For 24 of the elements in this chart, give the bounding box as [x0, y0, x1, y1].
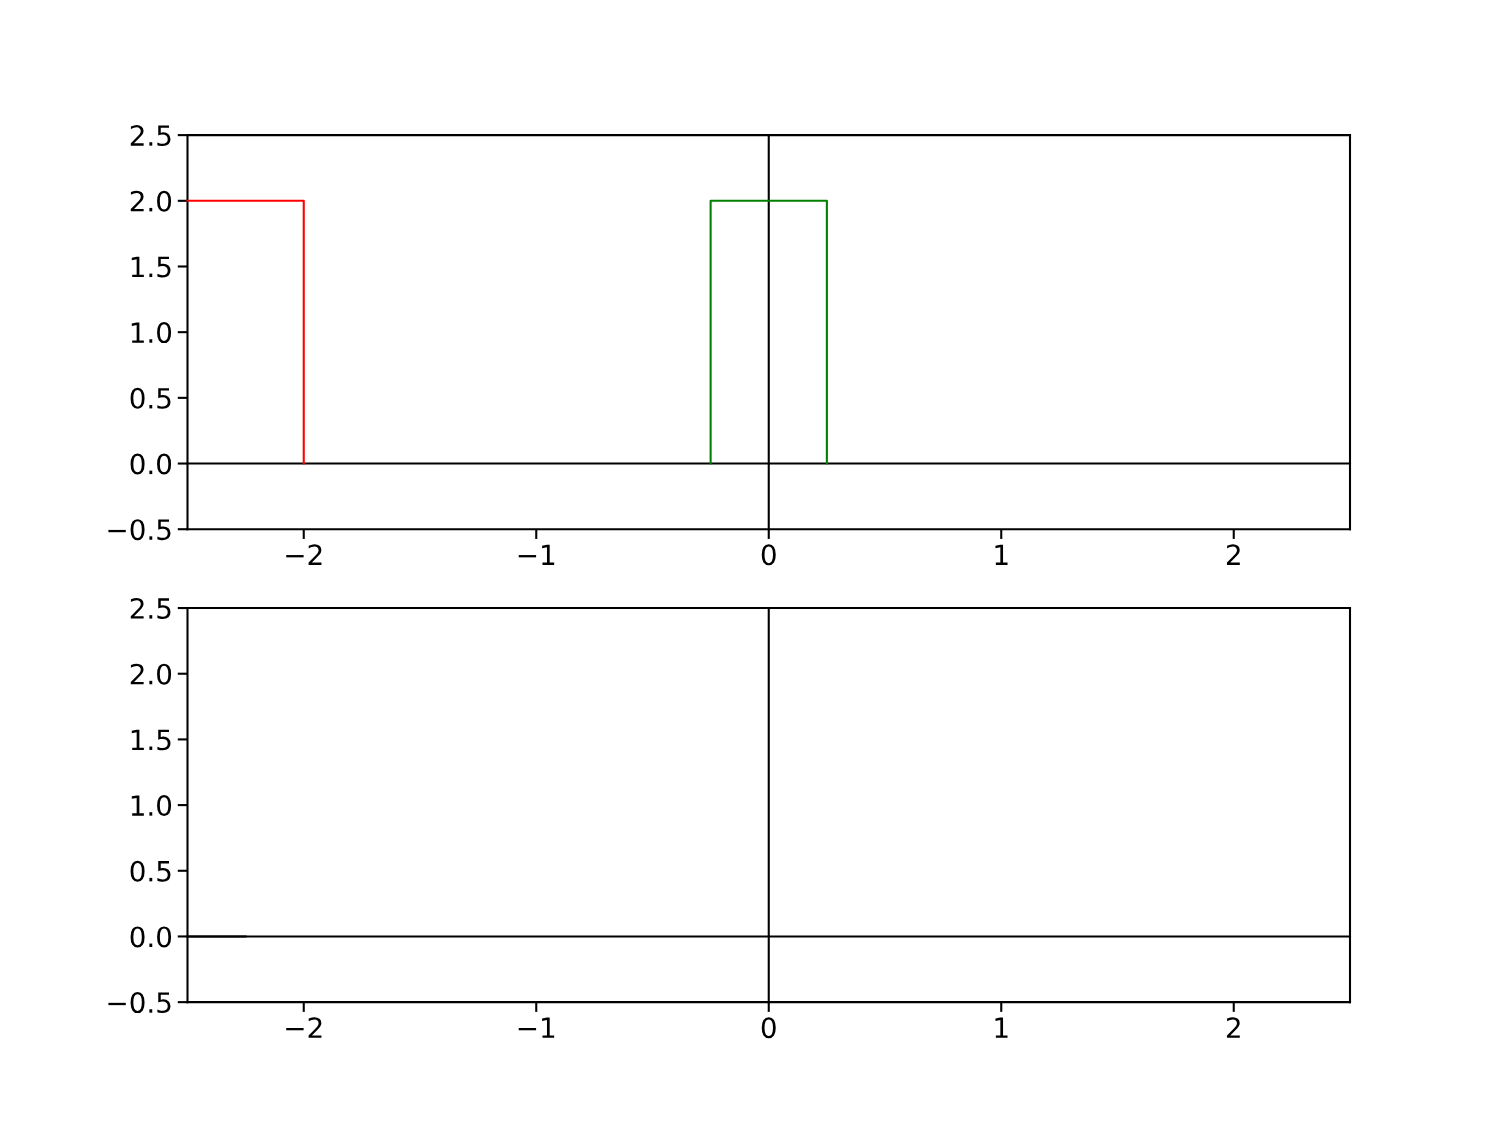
y-tick-label: −0.5 [108, 992, 171, 1014]
x-tick-label: 2 [1226, 544, 1240, 565]
x-tick-label: −2 [286, 544, 322, 565]
y-tick-label: 2.0 [130, 190, 172, 212]
x-tick-label: −2 [286, 1017, 322, 1038]
x-tick-label: 0 [761, 1017, 776, 1039]
x-tick-label: −1 [518, 544, 555, 565]
y-tick-label: 0.5 [130, 860, 171, 882]
x-tick-label: −1 [518, 1017, 555, 1038]
y-tick-label: 0.0 [130, 453, 172, 475]
y-tick-label: 0.0 [130, 926, 172, 948]
x-tick-label: 1 [995, 1017, 1008, 1038]
x-tick-label: 1 [995, 544, 1008, 565]
x-tick-label: 2 [1226, 1017, 1240, 1038]
y-tick-label: 2.5 [130, 597, 171, 619]
y-tick-label: 1.5 [131, 256, 171, 278]
y-tick-label: 1.0 [131, 322, 172, 344]
y-tick-label: 2.0 [130, 663, 172, 685]
y-tick-label: 2.5 [130, 125, 171, 147]
y-tick-label: 0.5 [130, 387, 171, 409]
x-tick-label: 0 [761, 544, 776, 566]
y-tick-label: 1.5 [131, 729, 171, 751]
y-tick-label: 1.0 [131, 795, 172, 817]
y-tick-label: −0.5 [108, 519, 171, 541]
